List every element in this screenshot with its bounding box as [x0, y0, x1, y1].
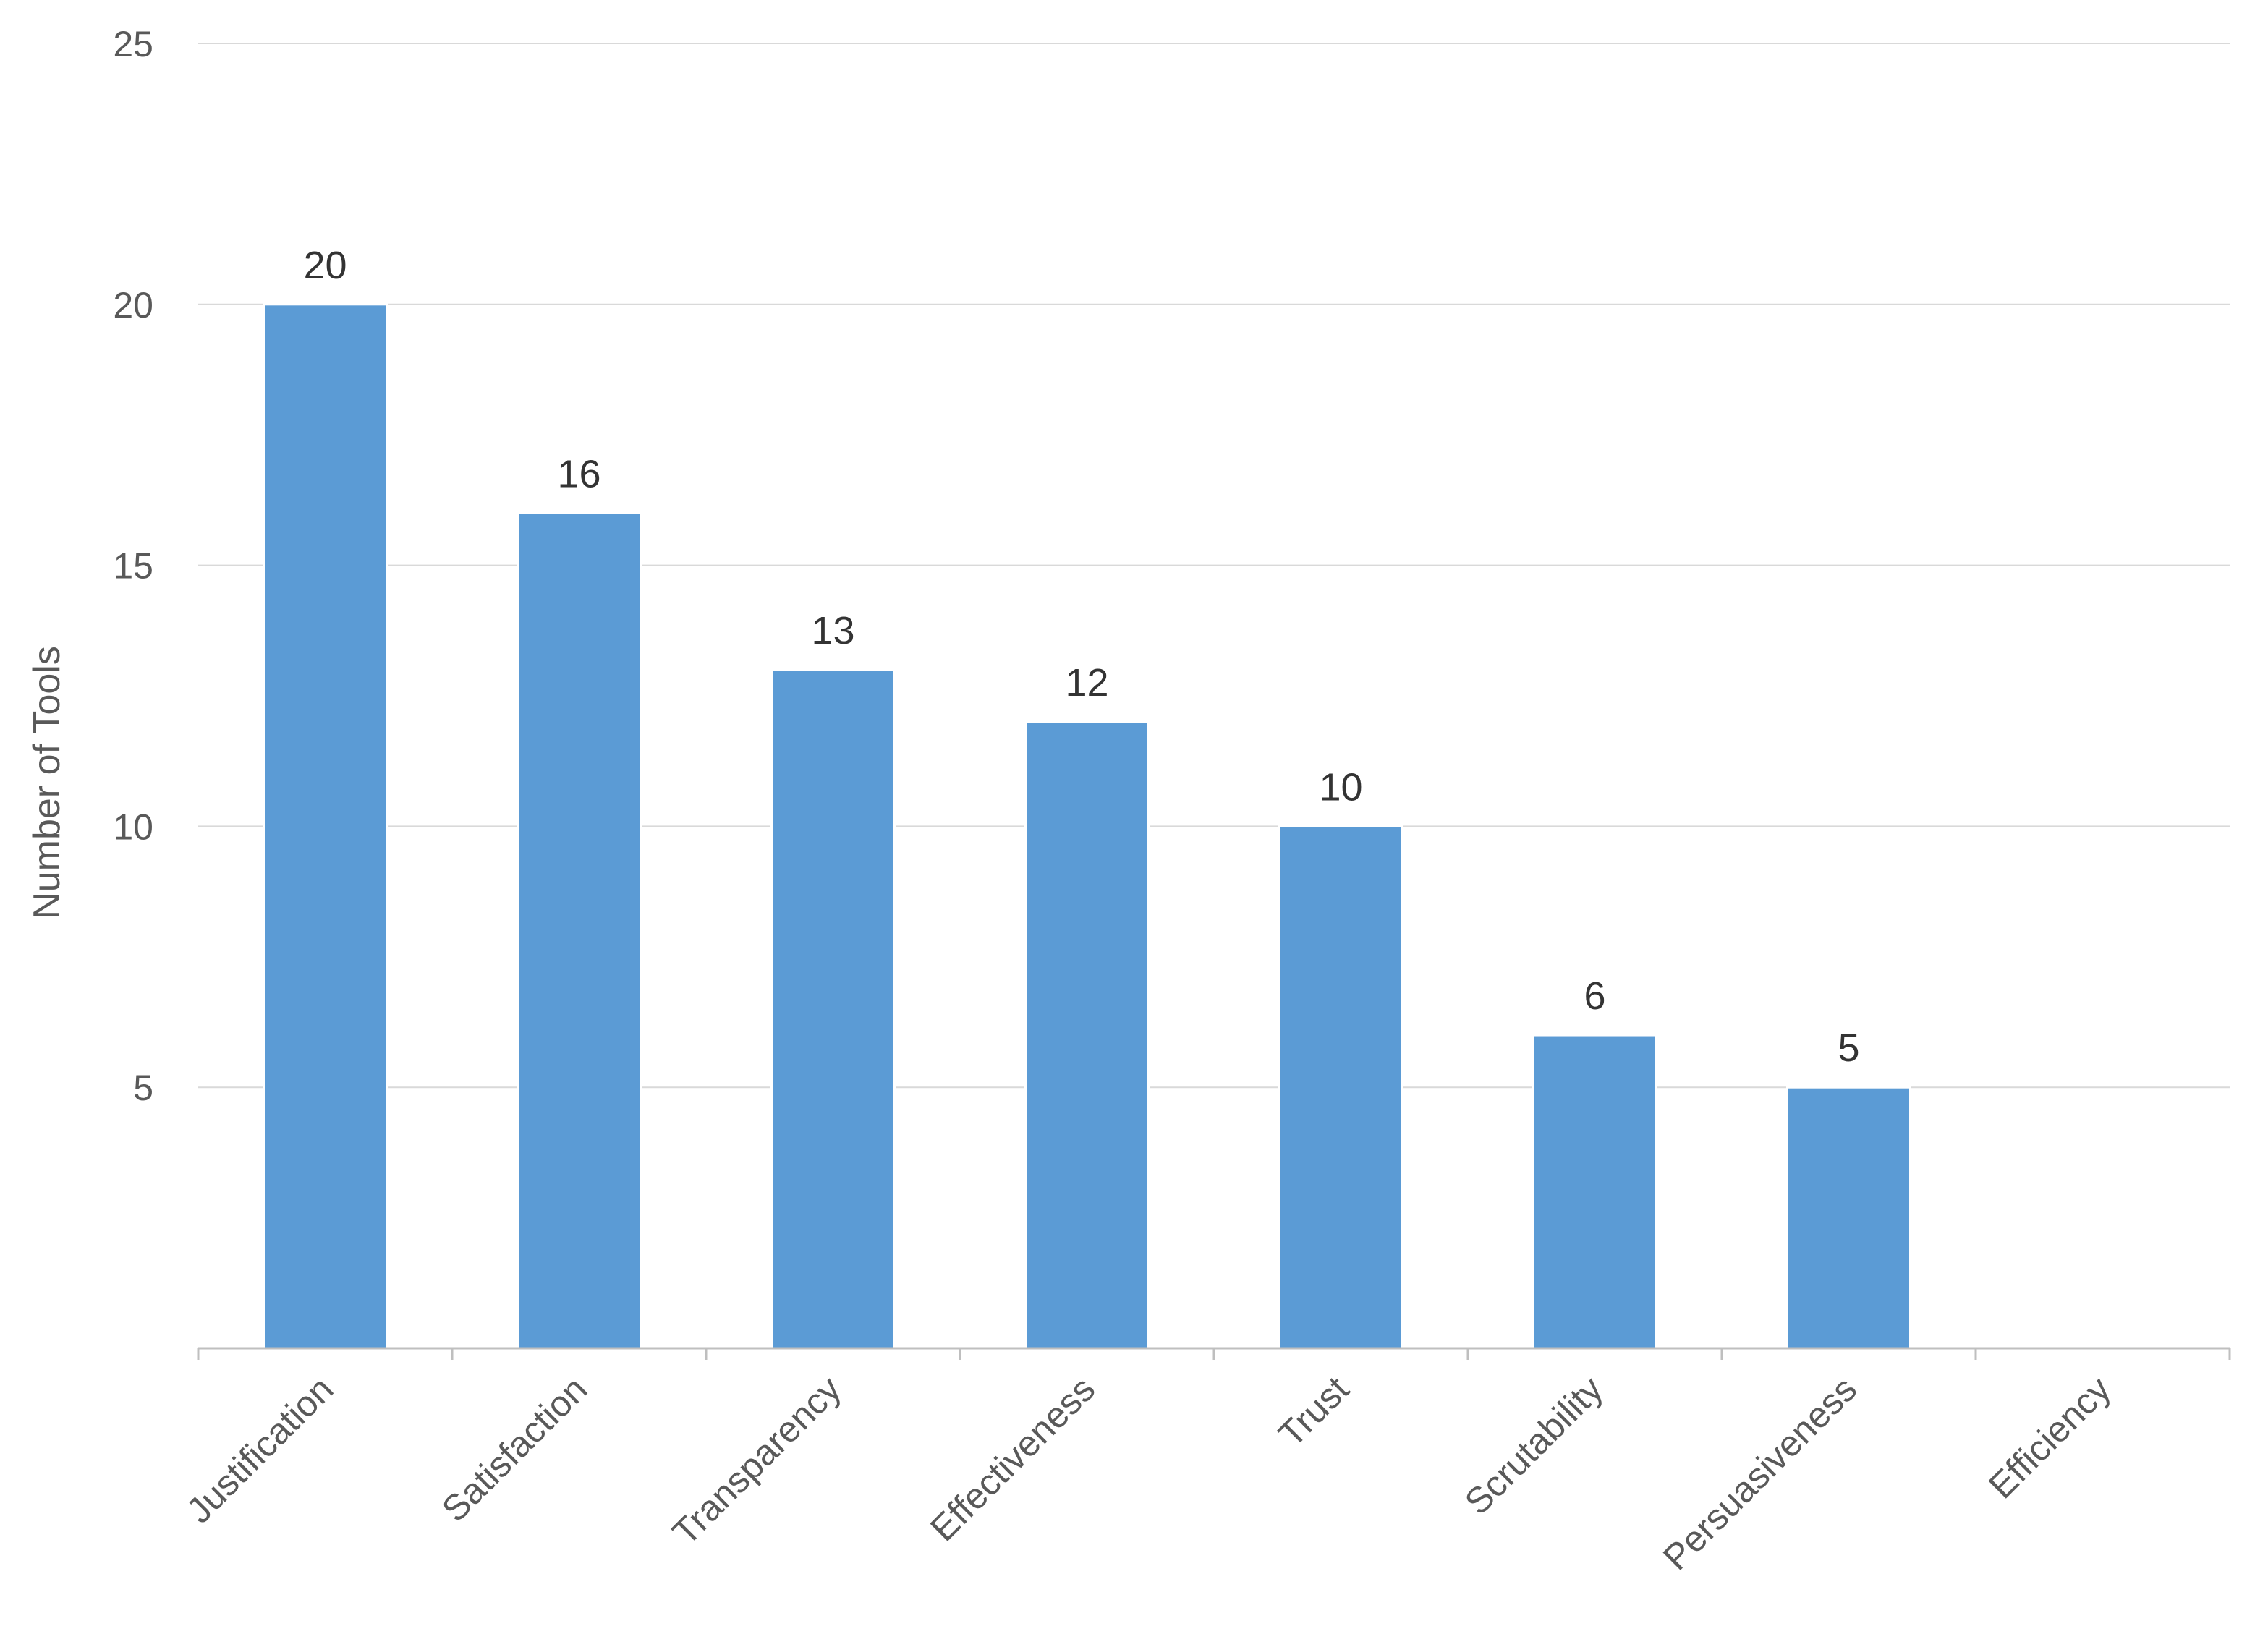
- y-axis-ticks: 5 10 15 20 25: [113, 24, 153, 1108]
- bar-trust: [1278, 825, 1403, 1350]
- y-tick-label: 10: [113, 807, 153, 847]
- data-label: 20: [303, 244, 347, 287]
- y-tick-label: 25: [113, 24, 153, 64]
- data-label: 5: [1838, 1026, 1859, 1070]
- y-axis-title: Number of Tools: [26, 646, 68, 919]
- category-label: Satisfaction: [434, 1369, 595, 1529]
- category-label: Effectiveness: [922, 1369, 1103, 1549]
- bar-transparency: [770, 668, 896, 1350]
- bar-satisfaction: [517, 511, 642, 1350]
- data-labels: 20 16 13 12 10 6 5: [303, 244, 1859, 1070]
- data-label: 16: [557, 452, 600, 495]
- category-label: Transparency: [665, 1369, 849, 1552]
- category-label: Persuasiveness: [1655, 1369, 1864, 1578]
- bar-justification: [263, 303, 388, 1350]
- category-label: Justification: [179, 1369, 341, 1531]
- data-label: 12: [1065, 661, 1108, 705]
- bar-effectiveness: [1024, 720, 1150, 1350]
- data-label: 10: [1319, 765, 1362, 809]
- y-tick-label: 15: [113, 546, 153, 587]
- bars: [263, 303, 1911, 1350]
- category-labels: Justification Satisfaction Transparency Eff…: [179, 1369, 2118, 1578]
- bar-scrutability: [1532, 1034, 1657, 1350]
- y-tick-label: 5: [133, 1068, 153, 1108]
- category-label: Scrutability: [1457, 1369, 1611, 1523]
- x-axis-ticks: [197, 1348, 2231, 1360]
- data-label: 6: [1584, 974, 1605, 1018]
- data-label: 13: [811, 609, 854, 652]
- bar-persuasiveness: [1786, 1086, 1911, 1350]
- category-label: Trust: [1270, 1369, 1356, 1455]
- gridlines: [198, 43, 2230, 1089]
- y-tick-label: 20: [113, 285, 153, 325]
- category-label: Efficiency: [1981, 1369, 2118, 1506]
